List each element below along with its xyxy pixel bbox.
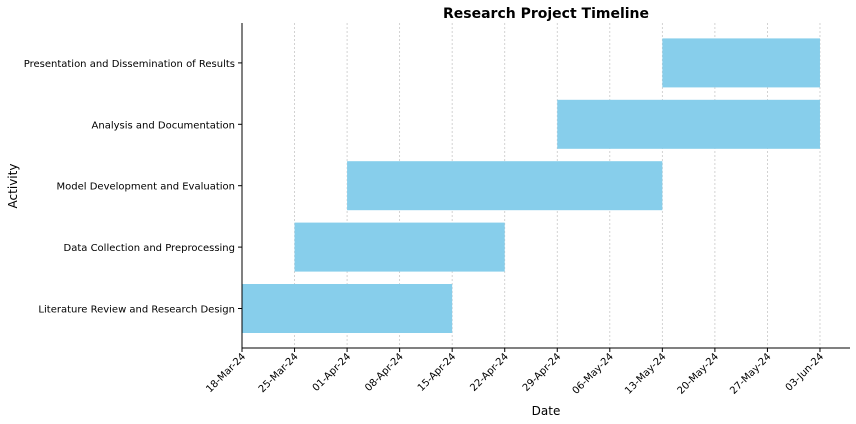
x-tick-label: 03-Jun-24 — [784, 351, 826, 393]
y-tick-label: Data Collection and Preprocessing — [64, 243, 235, 254]
y-ticks: Literature Review and Research Design Dat… — [24, 59, 242, 316]
x-tick-label: 18-Mar-24 — [204, 351, 248, 395]
task-bar — [294, 222, 505, 272]
y-tick-label: Model Development and Evaluation — [57, 182, 235, 193]
x-tick-label: 20-May-24 — [676, 351, 721, 396]
x-axis-label: Date — [532, 404, 561, 418]
task-bar — [242, 284, 453, 333]
bars — [242, 38, 820, 333]
task-bar — [557, 99, 820, 149]
x-tick-label: 08-Apr-24 — [363, 351, 406, 394]
x-ticks: 18-Mar-24 25-Mar-24 01-Apr-24 08-Apr-24 15-A… — [204, 348, 826, 397]
task-bar — [347, 161, 663, 211]
chart-title: Research Project Timeline — [443, 6, 649, 22]
x-tick-label: 15-Apr-24 — [416, 351, 459, 394]
y-axis-label: Activity — [6, 164, 20, 209]
x-tick-label: 06-May-24 — [571, 351, 616, 396]
x-tick-label: 13-May-24 — [623, 351, 668, 396]
x-tick-label: 22-Apr-24 — [468, 351, 511, 394]
x-tick-label: 27-May-24 — [728, 351, 773, 396]
x-tick-label: 29-Apr-24 — [521, 351, 564, 394]
task-bar — [662, 38, 820, 88]
y-tick-label: Presentation and Dissemination of Result… — [24, 59, 235, 70]
y-tick-label: Literature Review and Research Design — [38, 305, 235, 316]
x-tick-label: 25-Mar-24 — [257, 351, 301, 395]
x-tick-label: 01-Apr-24 — [311, 351, 354, 394]
y-tick-label: Analysis and Documentation — [92, 120, 235, 131]
